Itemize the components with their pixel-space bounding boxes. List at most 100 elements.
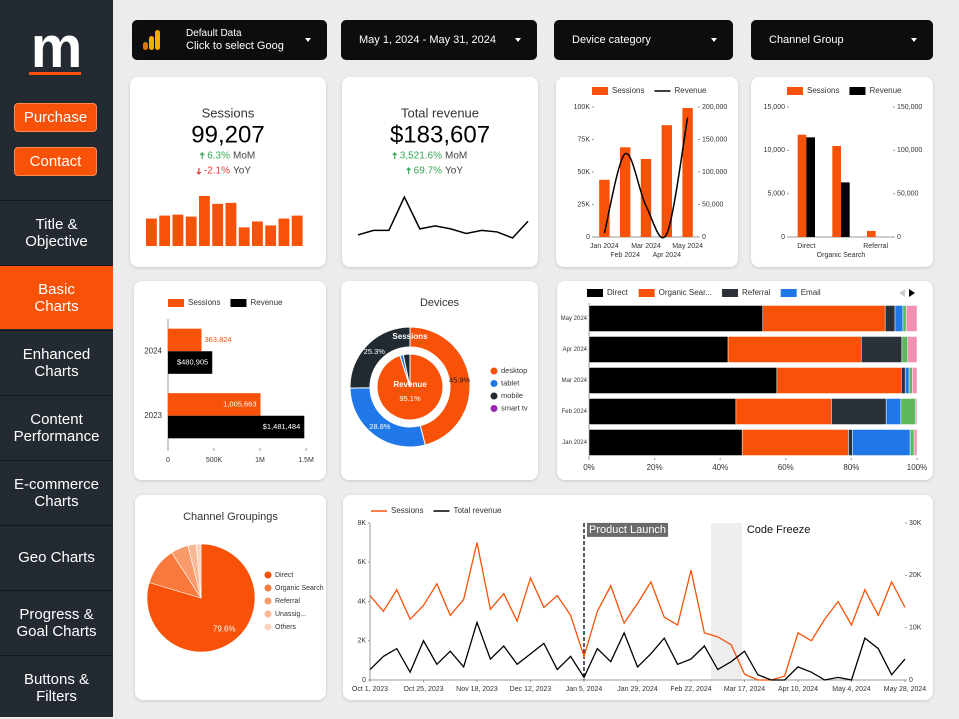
legend-label: Unassig... xyxy=(275,611,306,618)
change-period: MoM xyxy=(233,151,255,162)
x-tick-label: Mar 17, 2024 xyxy=(724,686,765,693)
bar-segment xyxy=(900,398,916,425)
legend-label: Revenue xyxy=(674,86,707,95)
bar-segment xyxy=(884,305,896,332)
scorecard-label: Sessions xyxy=(202,105,255,120)
bar-segment xyxy=(902,305,907,332)
x-tick-label: May 28, 2024 xyxy=(884,686,927,693)
spark-bar xyxy=(159,215,171,246)
y-tick-label: 5,000 xyxy=(767,191,785,198)
spark-bar xyxy=(278,218,290,246)
dropdown-caret xyxy=(911,38,917,42)
filter-dropdown[interactable]: Device category xyxy=(554,20,733,60)
legend-label: Others xyxy=(275,624,297,631)
nav-item[interactable]: E-commerce Charts xyxy=(0,460,113,524)
legend-label: Organic Sear... xyxy=(659,288,712,297)
dropdown-caret xyxy=(515,38,521,42)
y-tick-label: 25K xyxy=(578,201,591,208)
legend-symbol xyxy=(230,299,247,307)
nav-item[interactable]: Enhanced Charts xyxy=(0,330,113,394)
filter-dropdown[interactable]: Default Data Click to select Goog xyxy=(132,20,327,60)
x-tick-label: Jan 5, 2024 xyxy=(566,686,603,693)
data-label: 363,824 xyxy=(204,335,231,344)
bar-segment xyxy=(588,398,737,425)
legend-symbol xyxy=(587,289,603,297)
y-tick-label: 150,000 xyxy=(897,104,922,111)
annotation-label: Product Launch xyxy=(589,524,666,536)
nav-item[interactable]: Progress & Goal Charts xyxy=(0,590,113,654)
legend-label: tablet xyxy=(501,378,520,387)
bar-segment xyxy=(831,398,887,425)
bar xyxy=(841,182,850,237)
line xyxy=(369,620,906,681)
x-tick-label: 80% xyxy=(843,463,859,472)
legend-label: Organic Search xyxy=(275,585,324,592)
chart-card: Sessions Total revenue Product Launch Code … xyxy=(343,495,933,700)
x-tick-label: Jan 29, 2024 xyxy=(617,686,658,693)
bar xyxy=(867,230,876,237)
bar-segment xyxy=(588,336,729,363)
filter-dropdown[interactable]: May 1, 2024 - May 31, 2024 xyxy=(341,20,537,60)
nav-item[interactable]: Title & Objective xyxy=(0,200,113,264)
spark-bar xyxy=(265,225,277,246)
legend-label: Sessions xyxy=(612,86,644,95)
scorecard-value: 99,207 xyxy=(191,121,264,148)
scorecard-card: Total revenue $183,607 3,521.6% MoM 69.7% YoY xyxy=(342,77,538,267)
bar-segment xyxy=(909,429,915,456)
legend-symbol xyxy=(592,87,608,95)
change-arrow xyxy=(392,152,398,159)
x-tick-label: Oct 1, 2023 xyxy=(352,686,388,693)
data-label: $480,905 xyxy=(177,358,208,367)
change-value: 69.7% xyxy=(414,166,442,177)
data-label: 1,005,663 xyxy=(223,399,256,408)
legend-symbol xyxy=(638,289,655,297)
filter-value: Device category xyxy=(572,34,651,46)
bar xyxy=(168,415,305,439)
legend-symbol xyxy=(780,289,797,297)
change-period: YoY xyxy=(233,166,251,177)
data-label: $1,481,484 xyxy=(263,422,301,431)
legend-label: Direct xyxy=(607,288,629,297)
x-tick-label: 60% xyxy=(778,463,794,472)
legend-label: desktop xyxy=(501,366,527,375)
legend-label: Referral xyxy=(275,598,300,605)
legend-label: Direct xyxy=(275,572,293,579)
spark-bar xyxy=(172,214,184,246)
legend-label: Revenue xyxy=(250,298,283,307)
y-tick-label: 75K xyxy=(578,136,591,143)
nav-item[interactable]: Geo Charts xyxy=(0,525,113,589)
y-tick-label: 150,000 xyxy=(702,136,727,143)
donut-slice xyxy=(409,326,471,446)
legend-label: Revenue xyxy=(869,86,902,95)
bar-segment xyxy=(776,367,902,394)
sidebar-button[interactable]: Contact xyxy=(14,147,97,176)
sidebar: m Purchase Contact Title & Objective Basic … xyxy=(0,0,113,717)
chart-card: Direct Organic Sear... Referral Email 0% 20% 4… xyxy=(557,281,933,480)
nav-item[interactable]: Basic Charts xyxy=(0,265,113,329)
sidebar-button[interactable]: Purchase xyxy=(14,103,97,132)
y-tick-label: 30K xyxy=(909,520,922,527)
nav-item[interactable]: Content Performance xyxy=(0,395,113,459)
bar-segment xyxy=(912,367,918,394)
bar-segment xyxy=(860,336,903,363)
annotation-box xyxy=(587,522,669,537)
chart-card: Sessions Revenue 0 25K 50K 75K 100K 0 50,000 100,… xyxy=(556,77,738,267)
spark-bar xyxy=(199,196,210,246)
y-tick-label: 15,000 xyxy=(764,104,786,111)
x-tick-label: Apr 2024 xyxy=(653,252,682,259)
spark-bar xyxy=(212,203,224,246)
filter-text: Default Data Click to select Goog xyxy=(186,27,284,53)
y-tick-label: Jan 2024 xyxy=(562,440,587,446)
legend-symbol xyxy=(490,380,498,387)
y-tick-label: May 2024 xyxy=(561,316,588,322)
filter-dropdown[interactable]: Channel Group xyxy=(751,20,933,60)
nav-item[interactable]: Buttons & Filters xyxy=(0,655,113,719)
bar-segment xyxy=(905,305,918,332)
bar xyxy=(168,328,202,352)
x-tick-label: Feb 22, 2024 xyxy=(670,686,711,693)
bar xyxy=(640,159,652,237)
y-tick-label: 0 xyxy=(897,234,901,241)
y-tick-label: 20K xyxy=(909,572,922,579)
change-period: MoM xyxy=(445,151,467,162)
